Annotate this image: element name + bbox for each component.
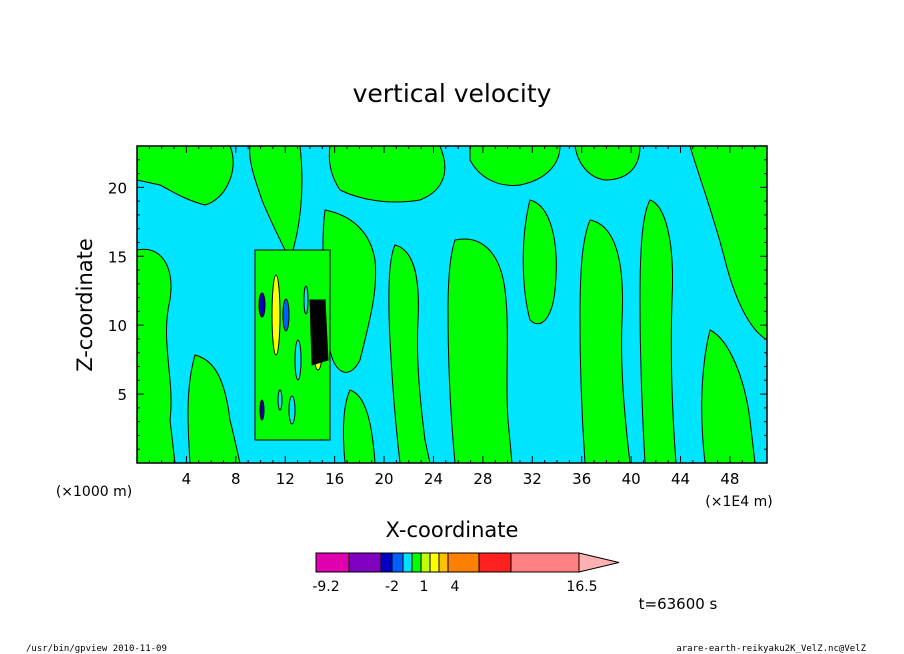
chart-title: vertical velocity — [353, 79, 552, 108]
colorbar — [315, 552, 620, 573]
colorbar-label: -9.2 — [312, 579, 339, 595]
colorbar-label: 16.5 — [566, 579, 597, 595]
updraft-region — [187, 354, 241, 463]
updraft-region — [574, 146, 641, 181]
colorbar-label: -2 — [385, 579, 399, 595]
strong-updraft-cell — [271, 274, 281, 356]
x-tick-label: 48 — [720, 470, 739, 488]
updraft-region — [249, 146, 303, 262]
colorbar-segment — [429, 552, 440, 573]
downdraft-cell — [259, 399, 265, 421]
y-axis-label: Z-coordinate — [73, 238, 97, 372]
colorbar-segment — [420, 552, 431, 573]
x-tick-label: 28 — [473, 470, 492, 488]
dense-contour-core — [309, 299, 329, 366]
updraft-region — [137, 146, 234, 206]
x-tick-label: 32 — [523, 470, 542, 488]
colorbar-segment — [315, 552, 350, 573]
x-unit-left: (×1000 m) — [56, 484, 132, 500]
x-axis: 4 8 12 16 20 24 28 32 36 40 44 48 — [148, 146, 756, 488]
updraft-region — [447, 238, 513, 463]
updraft-region — [689, 146, 767, 341]
colorbar-segment — [510, 552, 580, 573]
y-axis: 5 10 15 20 — [108, 159, 767, 450]
x-tick-label: 40 — [622, 470, 641, 488]
x-unit-right: (×1E4 m) — [705, 494, 772, 510]
x-tick-label: 36 — [572, 470, 591, 488]
colorbar-segment — [411, 552, 422, 573]
time-label: t=63600 s — [639, 595, 718, 613]
updraft-regions — [137, 146, 767, 463]
downdraft-cell — [277, 389, 283, 411]
colorbar-arrow — [578, 552, 620, 573]
y-tick-label: 15 — [108, 248, 127, 266]
x-tick-label: 20 — [375, 470, 394, 488]
colorbar-label: 1 — [420, 579, 429, 595]
downdraft-cell — [288, 395, 296, 425]
downdraft-cell — [303, 285, 309, 315]
colorbar-segment — [348, 552, 382, 573]
contour-field — [137, 146, 767, 463]
updraft-region — [137, 248, 176, 463]
updraft-region — [469, 146, 561, 186]
y-tick-label: 20 — [108, 179, 127, 197]
x-tick-label: 4 — [182, 470, 192, 488]
colorbar-segment — [402, 552, 413, 573]
updraft-region — [522, 199, 557, 325]
updraft-region — [579, 219, 631, 463]
x-tick-label: 44 — [671, 470, 690, 488]
x-tick-label: 24 — [424, 470, 443, 488]
x-tick-label: 12 — [276, 470, 295, 488]
x-tick-label: 16 — [325, 470, 344, 488]
colorbar-segment — [478, 552, 512, 573]
x-tick-label: 8 — [231, 470, 241, 488]
colorbar-label: 4 — [451, 579, 460, 595]
footer-right: arare-earth-reikyaku2K_VelZ.nc@VelZ — [676, 644, 866, 654]
colorbar-segment — [391, 552, 404, 573]
updraft-region — [328, 146, 446, 203]
footer-left: /usr/bin/gpview 2010-11-09 — [26, 644, 167, 654]
x-axis-label: X-coordinate — [386, 518, 519, 542]
convective-core — [254, 249, 331, 441]
updraft-region — [639, 199, 677, 463]
downdraft-cell — [294, 339, 302, 381]
downdraft-cell — [282, 298, 290, 332]
colorbar-segment — [447, 552, 480, 573]
plot-frame — [136, 145, 768, 464]
downdraft-cell — [258, 292, 266, 318]
updraft-region — [388, 244, 431, 463]
y-tick-label: 10 — [108, 317, 127, 335]
colorbar-segment — [380, 552, 393, 573]
colorbar-labels: -9.2 -2 1 4 16.5 — [312, 579, 597, 595]
updraft-region — [342, 389, 376, 463]
updraft-region — [701, 329, 756, 463]
y-tick-label: 5 — [117, 386, 127, 404]
colorbar-segment — [438, 552, 449, 573]
